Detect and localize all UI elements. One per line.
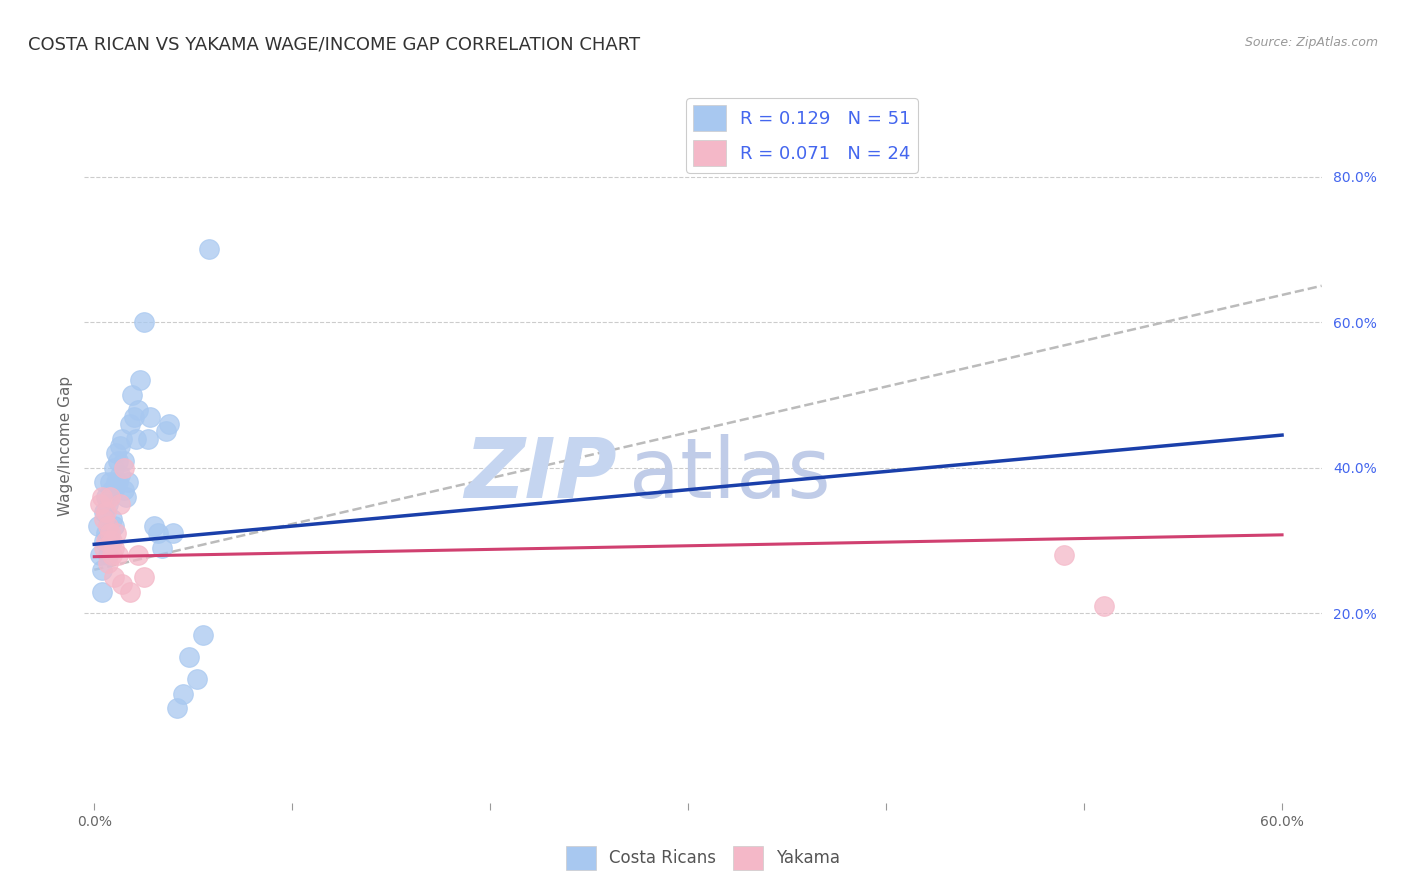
Point [97, 548, 120, 562]
Point [191, 628, 214, 642]
Text: atlas: atlas [628, 434, 831, 515]
Point [118, 584, 141, 599]
Point [93, 541, 115, 555]
Y-axis label: Wage/Income Gap: Wage/Income Gap [58, 376, 73, 516]
Point [198, 243, 221, 257]
Point [105, 475, 128, 490]
Point [91, 563, 114, 577]
Point [93, 504, 115, 518]
Point [98, 490, 121, 504]
Point [132, 315, 155, 329]
Point [97, 519, 120, 533]
Point [108, 468, 131, 483]
Point [93, 533, 115, 548]
Point [117, 475, 139, 490]
Point [103, 570, 125, 584]
Point [93, 475, 115, 490]
Point [122, 409, 145, 424]
Point [127, 548, 149, 562]
Point [162, 526, 184, 541]
Point [112, 483, 135, 497]
Point [94, 504, 117, 518]
Point [103, 460, 125, 475]
Point [97, 497, 120, 511]
Point [105, 446, 128, 460]
Point [89, 548, 111, 562]
Point [125, 432, 148, 446]
Point [103, 483, 125, 497]
Point [115, 490, 138, 504]
Point [127, 402, 149, 417]
Point [186, 672, 208, 686]
Point [108, 439, 131, 453]
Point [94, 526, 117, 541]
Point [94, 490, 117, 504]
Point [101, 533, 124, 548]
Point [150, 541, 173, 555]
Point [155, 425, 177, 439]
Point [101, 483, 124, 497]
Point [107, 453, 129, 467]
Point [98, 475, 121, 490]
Point [111, 432, 134, 446]
Point [118, 417, 141, 432]
Point [138, 409, 160, 424]
Text: ZIP: ZIP [464, 434, 616, 515]
Point [101, 512, 124, 526]
Point [159, 417, 181, 432]
Point [103, 541, 125, 555]
Point [112, 453, 135, 467]
Point [121, 388, 143, 402]
Point [97, 556, 120, 570]
Point [98, 526, 121, 541]
Point [132, 570, 155, 584]
Point [107, 475, 129, 490]
Point [136, 432, 159, 446]
Point [89, 497, 111, 511]
Point [87, 519, 110, 533]
Point [93, 512, 115, 526]
Text: COSTA RICAN VS YAKAMA WAGE/INCOME GAP CORRELATION CHART: COSTA RICAN VS YAKAMA WAGE/INCOME GAP CO… [28, 36, 640, 54]
Point [103, 519, 125, 533]
Point [108, 497, 131, 511]
Point [1053, 548, 1076, 562]
Point [142, 519, 165, 533]
Point [146, 526, 169, 541]
Point [98, 533, 121, 548]
Legend: Costa Ricans, Yakama: Costa Ricans, Yakama [560, 839, 846, 877]
Point [91, 584, 114, 599]
Point [128, 374, 150, 388]
Point [105, 526, 128, 541]
Point [101, 548, 124, 562]
Point [112, 460, 135, 475]
Point [107, 548, 129, 562]
Point [166, 701, 188, 715]
Point [111, 577, 134, 591]
Text: Source: ZipAtlas.com: Source: ZipAtlas.com [1244, 36, 1378, 49]
Point [1092, 599, 1115, 614]
Point [172, 687, 194, 701]
Point [97, 519, 120, 533]
Point [179, 650, 201, 665]
Point [91, 490, 114, 504]
Point [94, 533, 117, 548]
